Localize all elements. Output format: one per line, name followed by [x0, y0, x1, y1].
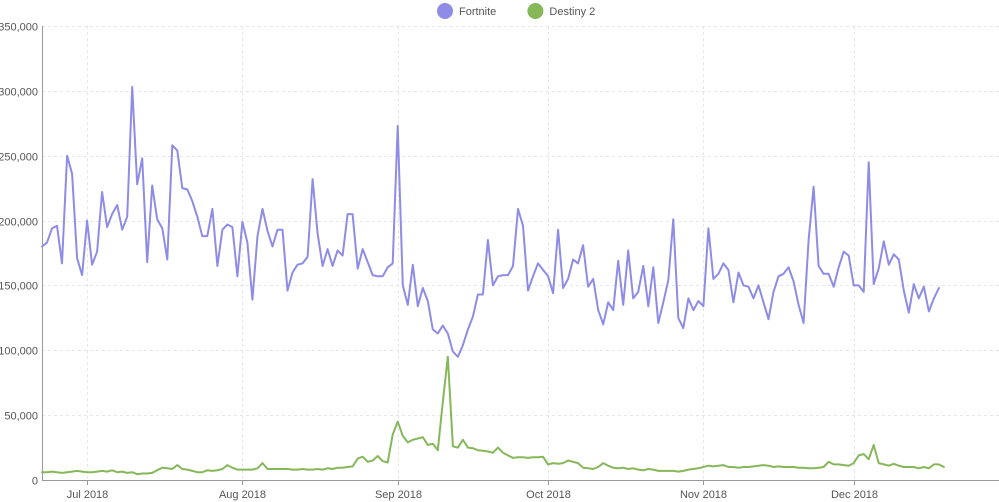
- legend-swatch: [527, 3, 544, 19]
- legend-item-destiny-2[interactable]: Destiny 2: [527, 3, 595, 19]
- y-tick-label: 0: [32, 476, 38, 488]
- series-line-fortnite[interactable]: [41, 86, 940, 358]
- x-tick-label: Oct 2018: [526, 489, 571, 501]
- y-tick-label: 200,000: [0, 217, 38, 229]
- grid-lines: [42, 26, 999, 480]
- y-tick-label: 350,000: [0, 22, 38, 34]
- x-tick-label: Dec 2018: [831, 489, 878, 501]
- y-tick-label: 250,000: [0, 152, 38, 164]
- legend-label: Destiny 2: [549, 6, 595, 18]
- y-tick-label: 100,000: [0, 346, 38, 358]
- axes: 0 50,000 100,000 150,000 200,000 250,000 300,0…: [0, 22, 999, 501]
- y-tick-label: 150,000: [0, 281, 38, 293]
- x-tick-label: Aug 2018: [219, 489, 266, 501]
- legend-swatch: [437, 3, 453, 19]
- x-tick-label: Nov 2018: [680, 489, 727, 501]
- y-tick-label: 300,000: [0, 87, 38, 99]
- legend[interactable]: Fortnite Destiny 2: [437, 3, 595, 19]
- legend-item-fortnite[interactable]: Fortnite: [437, 3, 496, 19]
- x-tick-label: Sep 2018: [375, 489, 422, 501]
- series-line-destiny-2[interactable]: [41, 355, 945, 476]
- legend-label: Fortnite: [459, 6, 496, 18]
- x-tick-label: Jul 2018: [67, 489, 109, 501]
- series-lines: [41, 86, 945, 476]
- y-tick-label: 50,000: [4, 411, 38, 423]
